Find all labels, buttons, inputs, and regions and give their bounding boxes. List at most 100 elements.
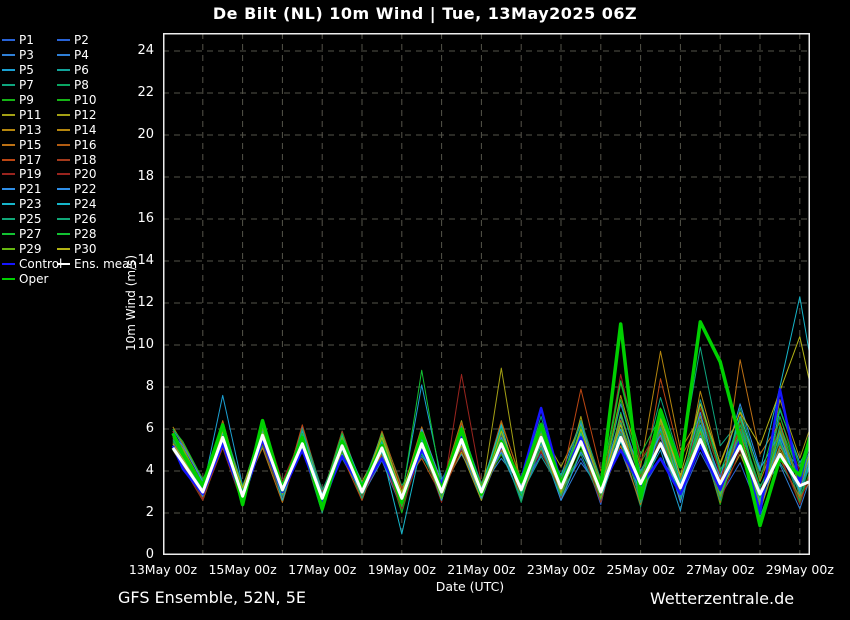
legend-swatch bbox=[2, 218, 15, 221]
chart-plot-area bbox=[163, 33, 810, 555]
legend-item-control: Control bbox=[2, 256, 62, 271]
legend-label: P25 bbox=[19, 212, 42, 227]
legend-swatch bbox=[2, 203, 15, 206]
legend-swatch bbox=[57, 99, 70, 101]
x-tick-label: 17May 00z bbox=[288, 562, 357, 577]
legend-swatch bbox=[2, 54, 15, 57]
legend-item-p9: P9 bbox=[2, 93, 62, 108]
x-tick-label: 27May 00z bbox=[686, 562, 755, 577]
legend-swatch bbox=[2, 128, 15, 131]
legend-swatch bbox=[57, 233, 70, 236]
legend-label: Ens. mean bbox=[74, 256, 138, 271]
legend-label: P1 bbox=[19, 33, 34, 48]
legend-label: P23 bbox=[19, 197, 42, 212]
page-title: De Bilt (NL) 10m Wind | Tue, 13May2025 0… bbox=[212, 4, 638, 23]
x-tick-label: 19May 00z bbox=[367, 562, 436, 577]
legend-swatch bbox=[2, 143, 15, 146]
legend-item-p20: P20 bbox=[57, 167, 137, 182]
y-tick-label: 0 bbox=[145, 547, 154, 562]
legend-item-p1: P1 bbox=[2, 33, 62, 48]
legend-item-p10: P10 bbox=[57, 93, 137, 108]
legend-label: P29 bbox=[19, 241, 42, 256]
y-tick-label: 6 bbox=[145, 421, 154, 436]
legend-swatch bbox=[2, 233, 15, 236]
legend-swatch bbox=[2, 173, 15, 176]
legend-label: P27 bbox=[19, 227, 42, 242]
legend-swatch bbox=[57, 203, 70, 206]
legend-swatch bbox=[57, 143, 70, 146]
legend-swatch bbox=[57, 54, 70, 57]
legend-label: P8 bbox=[74, 78, 89, 93]
legend-swatch bbox=[2, 247, 15, 250]
legend-swatch bbox=[57, 113, 70, 116]
legend-item-p18: P18 bbox=[57, 152, 137, 167]
legend-label: P14 bbox=[74, 122, 97, 137]
legend-item-p8: P8 bbox=[57, 78, 137, 93]
legend-swatch bbox=[2, 188, 15, 191]
legend-item-p24: P24 bbox=[57, 197, 137, 212]
legend-label: P19 bbox=[19, 167, 42, 182]
legend-swatch bbox=[57, 188, 70, 191]
y-tick-label: 16 bbox=[137, 211, 154, 226]
y-tick-label: 14 bbox=[137, 253, 154, 268]
legend-item-p29: P29 bbox=[2, 241, 62, 256]
legend-label: P6 bbox=[74, 63, 89, 78]
x-tick-label: 21May 00z bbox=[447, 562, 516, 577]
x-tick-label: 25May 00z bbox=[606, 562, 675, 577]
legend-swatch bbox=[57, 128, 70, 131]
legend-label: P17 bbox=[19, 152, 42, 167]
legend-label: P12 bbox=[74, 107, 97, 122]
legend-swatch bbox=[2, 99, 15, 101]
series-p20 bbox=[172, 407, 810, 510]
legend-item-p21: P21 bbox=[2, 182, 62, 197]
legend-item-p5: P5 bbox=[2, 63, 62, 78]
x-axis-title: Date (UTC) bbox=[435, 579, 505, 594]
legend-item-p22: P22 bbox=[57, 182, 137, 197]
legend-swatch bbox=[2, 113, 15, 116]
legend-item-p13: P13 bbox=[2, 122, 62, 137]
legend-label: P21 bbox=[19, 182, 42, 197]
legend-item-p2: P2 bbox=[57, 33, 137, 48]
y-tick-label: 22 bbox=[137, 85, 154, 100]
legend-label: P2 bbox=[74, 33, 89, 48]
legend-item-p26: P26 bbox=[57, 212, 137, 227]
legend-label: P7 bbox=[19, 78, 34, 93]
legend-label: P15 bbox=[19, 137, 42, 152]
legend-item-ens-mean: Ens. mean bbox=[57, 256, 137, 271]
legend-label: P3 bbox=[19, 48, 34, 63]
x-tick-label: 23May 00z bbox=[526, 562, 596, 577]
legend-item-oper: Oper bbox=[2, 271, 62, 286]
series-ens-mean bbox=[171, 433, 810, 500]
legend-item-p17: P17 bbox=[2, 152, 62, 167]
legend-item-p12: P12 bbox=[57, 107, 137, 122]
legend-label: P9 bbox=[19, 93, 34, 107]
y-tick-label: 12 bbox=[137, 295, 154, 310]
legend-swatch bbox=[2, 69, 15, 72]
legend-item-p6: P6 bbox=[57, 63, 137, 78]
legend-label: P26 bbox=[74, 212, 97, 227]
legend-label: Control bbox=[19, 256, 63, 271]
y-tick-label: 4 bbox=[145, 463, 154, 478]
legend-swatch bbox=[2, 277, 15, 280]
legend-label: P18 bbox=[74, 152, 97, 167]
legend-label: P30 bbox=[74, 241, 97, 256]
series-oper bbox=[171, 320, 810, 528]
y-tick-label: 20 bbox=[137, 127, 154, 142]
legend-item-p4: P4 bbox=[57, 48, 137, 63]
legend-item-p7: P7 bbox=[2, 78, 62, 93]
legend-swatch bbox=[2, 39, 15, 42]
legend-label: P13 bbox=[19, 122, 42, 137]
legend-swatch bbox=[2, 262, 15, 265]
y-tick-label: 18 bbox=[137, 169, 154, 184]
x-tick-label: 15May 00z bbox=[208, 562, 277, 577]
legend-item-p3: P3 bbox=[2, 48, 62, 63]
legend-swatch bbox=[57, 158, 70, 161]
legend-item-p27: P27 bbox=[2, 227, 62, 242]
legend-swatch bbox=[57, 218, 70, 221]
legend-label: P4 bbox=[74, 48, 89, 63]
legend-swatch bbox=[2, 84, 15, 87]
legend-item-p16: P16 bbox=[57, 137, 137, 152]
legend-label: P28 bbox=[74, 227, 97, 242]
legend-swatch bbox=[57, 39, 70, 42]
legend-swatch bbox=[2, 158, 15, 161]
